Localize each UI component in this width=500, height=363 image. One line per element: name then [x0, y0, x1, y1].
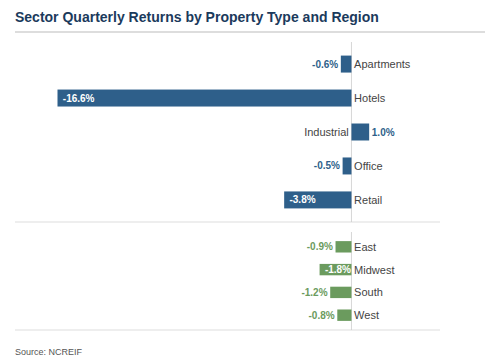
bar [330, 287, 351, 298]
title-rule [15, 32, 485, 33]
category-label: South [354, 286, 383, 298]
x-axis-line [15, 222, 440, 223]
data-label: -0.6% [312, 59, 338, 70]
bar [336, 241, 352, 252]
data-label: -0.9% [307, 241, 333, 252]
data-label: 1.0% [372, 127, 395, 138]
category-label: Industrial [304, 126, 349, 138]
source-note: Source: NCREIF [15, 347, 83, 357]
bars [58, 56, 370, 209]
bar [337, 309, 351, 320]
category-label: Office [354, 160, 383, 172]
category-label: Hotels [354, 92, 386, 104]
category-label: East [354, 241, 376, 253]
panel: -0.6% Apartments -16.6% Hotels 1.0% Industria… [15, 42, 440, 222]
data-label: -16.6% [63, 93, 95, 104]
chart: Sector Quarterly Returns by Property Typ… [0, 0, 500, 363]
data-label: -3.8% [289, 194, 315, 205]
x-axis-line [15, 330, 440, 331]
title: Sector Quarterly Returns by Property Typ… [15, 9, 379, 25]
labels: -0.6% Apartments -16.6% Hotels 1.0% Industria… [63, 58, 411, 206]
category-label: West [354, 309, 379, 321]
bar [58, 90, 352, 107]
bar [343, 157, 352, 174]
category-label: Apartments [354, 58, 411, 70]
bar [320, 264, 352, 275]
panel: -0.9% East-1.8%Midwest -1.2% South -0.8% West [15, 232, 440, 330]
bar [351, 124, 369, 141]
data-label: -1.2% [301, 287, 327, 298]
data-label: -0.5% [314, 160, 340, 171]
data-label: -0.8% [309, 310, 335, 321]
category-label: Midwest [354, 264, 394, 276]
bar [341, 56, 352, 73]
category-label: Retail [354, 194, 382, 206]
bar [284, 191, 351, 208]
labels: -0.9% East-1.8%Midwest -1.2% South -0.8% West [301, 241, 394, 321]
data-label: -1.8% [325, 264, 351, 275]
